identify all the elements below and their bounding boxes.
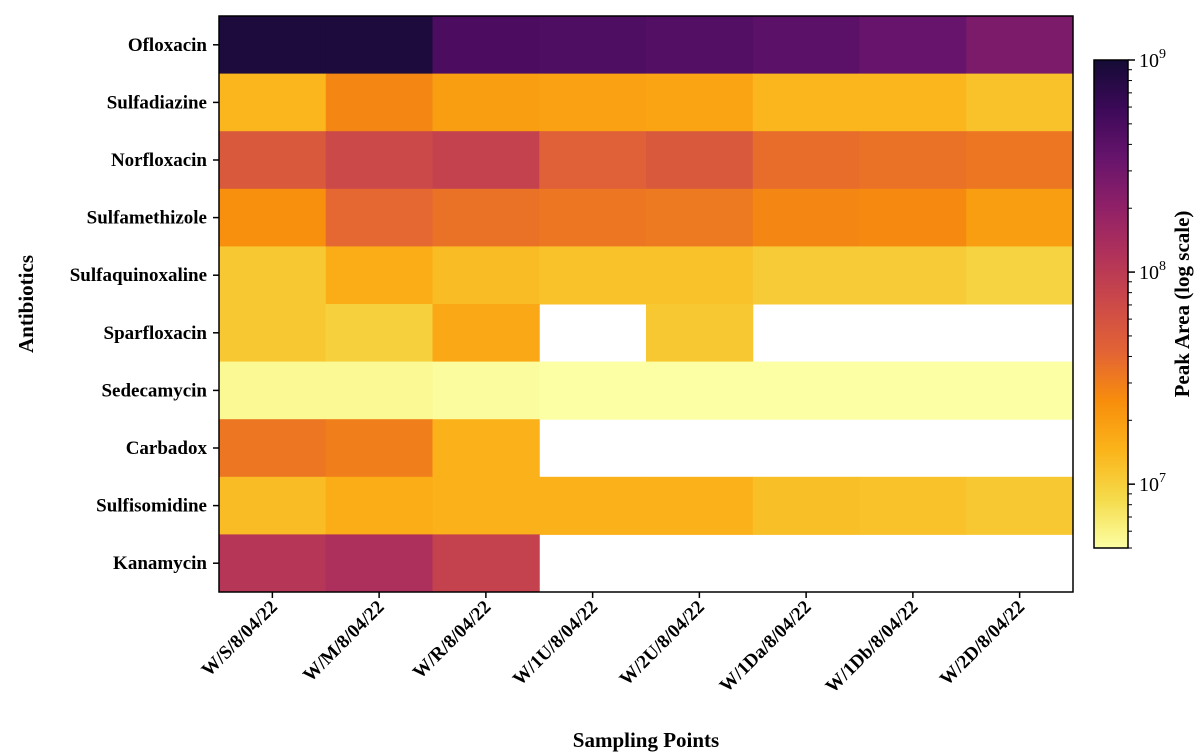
heatmap-cell bbox=[966, 476, 1074, 535]
x-tick-label: W/2D/8/04/22 bbox=[936, 597, 1029, 690]
heatmap-cells bbox=[219, 16, 1074, 593]
heatmap-cell bbox=[432, 534, 540, 593]
y-tick-label: Kanamycin bbox=[113, 553, 207, 574]
heatmap-cell bbox=[219, 419, 327, 478]
y-axis-title: Antibiotics bbox=[14, 255, 38, 353]
heatmap-cell bbox=[325, 188, 433, 247]
heatmap-cell bbox=[859, 131, 967, 190]
heatmap-cell bbox=[646, 16, 754, 75]
heatmap-cell bbox=[539, 131, 647, 190]
plot-frame bbox=[218, 15, 1074, 593]
heatmap-cell bbox=[325, 304, 433, 363]
heatmap-cell bbox=[859, 16, 967, 75]
heatmap-cell bbox=[646, 246, 754, 305]
x-tick-label: W/1Da/8/04/22 bbox=[716, 597, 816, 697]
y-tick-label: Sulfaquinoxaline bbox=[70, 265, 207, 286]
heatmap-cell bbox=[219, 246, 327, 305]
colorbar-title: Peak Area (log scale) bbox=[1170, 211, 1194, 398]
colorbar-ticks: 109 108 107 bbox=[1128, 47, 1166, 549]
colorbar-tick-label: 107 bbox=[1139, 471, 1166, 496]
heatmap-cell bbox=[432, 16, 540, 75]
heatmap-cell bbox=[539, 188, 647, 247]
heatmap-cell bbox=[752, 131, 860, 190]
y-tick-label: Sedecamycin bbox=[101, 380, 207, 401]
heatmap-cell bbox=[752, 73, 860, 132]
heatmap-cell bbox=[966, 16, 1074, 75]
heatmap-cell bbox=[752, 188, 860, 247]
heatmap-cell bbox=[325, 246, 433, 305]
heatmap-cell bbox=[859, 361, 967, 420]
x-axis: W/S/8/04/22 W/M/8/04/22 W/R/8/04/22 W/1U/8/… bbox=[198, 592, 1029, 698]
colorbar: 109 108 107 Peak Area (log scale) bbox=[1093, 47, 1194, 549]
heatmap-cell bbox=[859, 246, 967, 305]
x-axis-title: Sampling Points bbox=[573, 728, 719, 752]
x-tick-label: W/2U/8/04/22 bbox=[616, 597, 709, 690]
heatmap-cell bbox=[432, 246, 540, 305]
heatmap-cell bbox=[859, 476, 967, 535]
y-axis: Ofloxacin Sulfadiazine Norfloxacin Sulfamet… bbox=[70, 35, 219, 574]
heatmap-cell bbox=[646, 476, 754, 535]
heatmap-cell bbox=[646, 304, 754, 363]
heatmap-cell bbox=[966, 131, 1074, 190]
heatmap-cell bbox=[219, 361, 327, 420]
y-tick-label: Sulfisomidine bbox=[96, 496, 207, 517]
heatmap-cell bbox=[325, 16, 433, 75]
heatmap-cell bbox=[325, 361, 433, 420]
heatmap-cell bbox=[325, 476, 433, 535]
x-tick-label: W/M/8/04/22 bbox=[299, 597, 388, 686]
x-tick-label: W/S/8/04/22 bbox=[198, 597, 282, 681]
heatmap-cell bbox=[966, 246, 1074, 305]
heatmap-cell bbox=[646, 361, 754, 420]
y-tick-label: Carbadox bbox=[126, 438, 208, 459]
x-tick-label: W/1Db/8/04/22 bbox=[822, 597, 923, 698]
y-tick-label: Sparfloxacin bbox=[104, 323, 208, 344]
y-tick-label: Ofloxacin bbox=[128, 35, 208, 56]
x-tick-label: W/1U/8/04/22 bbox=[509, 597, 602, 690]
heatmap-cell bbox=[219, 476, 327, 535]
heatmap-cell bbox=[325, 131, 433, 190]
heatmap-cell bbox=[432, 131, 540, 190]
heatmap-cell bbox=[752, 361, 860, 420]
colorbar-tick-label: 109 bbox=[1139, 47, 1166, 72]
heatmap-cell bbox=[432, 476, 540, 535]
heatmap-cell bbox=[219, 16, 327, 75]
heatmap-cell bbox=[646, 131, 754, 190]
y-tick-label: Sulfamethizole bbox=[87, 208, 207, 229]
y-tick-label: Norfloxacin bbox=[111, 150, 207, 171]
heatmap-cell bbox=[966, 188, 1074, 247]
heatmap-cell bbox=[966, 73, 1074, 132]
heatmap-cell bbox=[219, 188, 327, 247]
heatmap-cell bbox=[539, 361, 647, 420]
colorbar-tick-label: 108 bbox=[1139, 259, 1166, 284]
heatmap-cell bbox=[219, 304, 327, 363]
heatmap-cell bbox=[432, 361, 540, 420]
heatmap-cell bbox=[539, 246, 647, 305]
heatmap-cell bbox=[859, 73, 967, 132]
heatmap-cell bbox=[325, 534, 433, 593]
heatmap-cell bbox=[646, 188, 754, 247]
heatmap-cell bbox=[752, 246, 860, 305]
heatmap-cell bbox=[432, 419, 540, 478]
heatmap-cell bbox=[325, 73, 433, 132]
colorbar-gradient bbox=[1093, 59, 1129, 549]
heatmap-cell bbox=[432, 304, 540, 363]
heatmap-cell bbox=[539, 73, 647, 132]
heatmap-cell bbox=[966, 361, 1074, 420]
heatmap-cell bbox=[752, 16, 860, 75]
heatmap-cell bbox=[219, 131, 327, 190]
heatmap-cell bbox=[859, 188, 967, 247]
heatmap-cell bbox=[752, 476, 860, 535]
heatmap-cell bbox=[646, 73, 754, 132]
heatmap-cell bbox=[432, 73, 540, 132]
x-tick-label: W/R/8/04/22 bbox=[409, 597, 496, 684]
heatmap-cell bbox=[432, 188, 540, 247]
heatmap-cell bbox=[219, 534, 327, 593]
heatmap-cell bbox=[539, 16, 647, 75]
heatmap-cell bbox=[325, 419, 433, 478]
heatmap-cell bbox=[539, 476, 647, 535]
heatmap-cell bbox=[219, 73, 327, 132]
y-tick-label: Sulfadiazine bbox=[107, 92, 207, 113]
